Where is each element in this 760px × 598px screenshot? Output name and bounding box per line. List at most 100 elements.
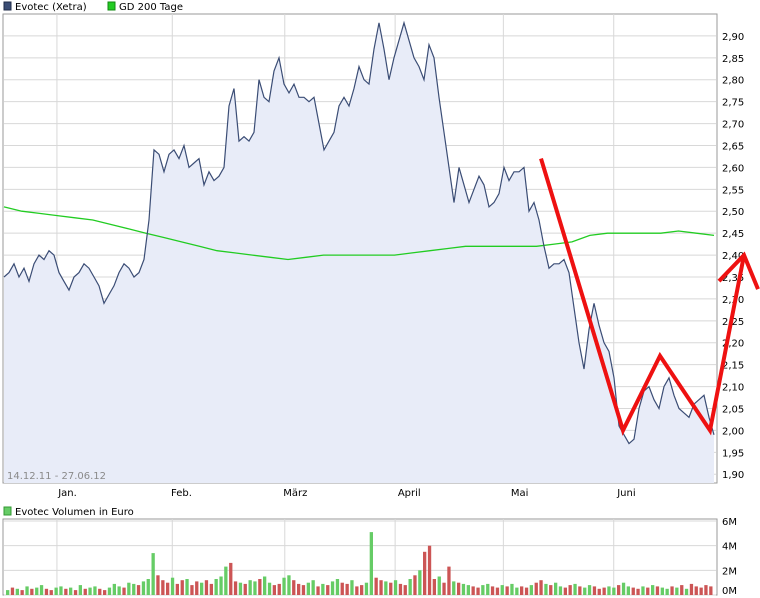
- volume-bar: [98, 588, 102, 595]
- volume-bar: [515, 587, 519, 595]
- price-y-tick-label: 2,85: [722, 54, 744, 65]
- volume-bar: [466, 585, 470, 595]
- volume-bar: [636, 588, 640, 595]
- volume-bar: [209, 583, 213, 595]
- volume-plot-frame: [2, 518, 718, 596]
- legend-label-volume: Evotec Volumen in Euro: [15, 507, 134, 518]
- volume-y-tick-label: 6M: [722, 517, 737, 528]
- volume-bar: [641, 586, 645, 595]
- volume-bar: [423, 551, 427, 595]
- volume-bar: [554, 582, 558, 595]
- volume-bar: [112, 583, 116, 595]
- volume-bar: [146, 579, 150, 595]
- volume-bar: [524, 587, 529, 595]
- volume-bar: [684, 588, 689, 595]
- volume-bars: [6, 532, 713, 595]
- volume-bar: [617, 585, 621, 595]
- volume-bar: [233, 581, 238, 595]
- volume-bar: [631, 587, 635, 595]
- volume-bar: [481, 585, 485, 595]
- volume-bar: [156, 575, 160, 595]
- volume-bar: [360, 585, 364, 595]
- volume-bar: [170, 577, 175, 595]
- volume-bar: [389, 582, 393, 595]
- red-arrow-head: [717, 251, 760, 290]
- volume-bar: [335, 579, 340, 595]
- price-y-tick-label: 2,45: [722, 229, 744, 240]
- price-x-tick-label: Feb.: [171, 488, 192, 499]
- legend-label-ma200: GD 200 Tage: [119, 2, 183, 13]
- volume-bar: [238, 582, 243, 595]
- price-plot-area: 1,90 1,95 2,00 2,05 2,10 2,15 2,20 2,25 2,30 2,35…: [2, 13, 760, 499]
- volume-bar: [437, 576, 441, 595]
- volume-bar: [214, 579, 218, 595]
- volume-bar: [127, 582, 131, 595]
- legend-swatch-evotec: [3, 1, 12, 11]
- volume-bar: [699, 587, 703, 595]
- price-y-tick-label: 2,75: [722, 98, 744, 109]
- volume-bar: [272, 585, 276, 595]
- volume-bar: [384, 581, 388, 595]
- price-y-tick-label: 2,00: [722, 426, 744, 437]
- volume-bar: [355, 586, 359, 595]
- volume-bar: [151, 553, 155, 595]
- volume-bar: [680, 585, 684, 595]
- volume-bar: [704, 585, 708, 595]
- volume-bar: [486, 583, 490, 595]
- price-y-tick-label: 2,05: [722, 404, 744, 415]
- volume-bar: [190, 585, 194, 595]
- legend-label-evotec: Evotec (Xetra): [15, 2, 87, 13]
- volume-bar: [597, 588, 601, 595]
- volume-bar: [20, 590, 24, 595]
- price-y-axis: 1,90 1,95 2,00 2,05 2,10 2,15 2,20 2,25 2,30 2,35…: [722, 32, 744, 481]
- volume-bar: [54, 587, 58, 595]
- legend-swatch-volume: [3, 506, 12, 516]
- price-y-tick-label: 2,90: [722, 32, 744, 43]
- volume-bar: [282, 577, 286, 595]
- price-y-tick-label: 2,60: [722, 163, 744, 174]
- volume-bar: [301, 585, 306, 595]
- volume-bar: [253, 581, 257, 595]
- volume-bar: [549, 585, 553, 595]
- volume-bar: [694, 586, 698, 595]
- ma200-line: [3, 206, 715, 261]
- volume-bar: [520, 586, 524, 595]
- volume-bar: [39, 585, 44, 595]
- volume-bar: [660, 587, 664, 595]
- volume-bar: [311, 580, 315, 595]
- volume-bar: [665, 588, 669, 595]
- volume-bar: [78, 585, 82, 595]
- volume-bar: [578, 586, 582, 595]
- red-arrow-annotation: [539, 158, 746, 436]
- volume-bar: [447, 566, 451, 595]
- volume-bar: [122, 587, 126, 595]
- volume-y-tick-label: 2M: [722, 566, 737, 577]
- volume-y-tick-label: 4M: [722, 542, 737, 553]
- volume-bar: [626, 586, 630, 595]
- volume-bar: [83, 588, 87, 595]
- volume-bar: [461, 583, 466, 595]
- price-y-tick-label: 2,35: [722, 273, 744, 284]
- volume-bar: [452, 581, 456, 595]
- volume-bar: [345, 583, 349, 595]
- volume-bar: [88, 587, 92, 595]
- price-area-fill: [4, 22, 714, 484]
- price-y-tick-label: 2,80: [722, 76, 744, 87]
- volume-bar: [621, 582, 626, 595]
- volume-bar: [35, 587, 39, 595]
- volume-bar: [510, 583, 514, 595]
- price-legend: Evotec (Xetra) GD 200 Tage: [3, 1, 183, 13]
- volume-bar: [321, 583, 325, 595]
- volume-bar: [107, 587, 112, 595]
- volume-bar: [15, 588, 19, 595]
- volume-bar: [44, 588, 49, 595]
- volume-bar: [500, 585, 504, 595]
- volume-bar: [243, 583, 247, 595]
- date-range-label: 14.12.11 - 27.06.12: [7, 471, 106, 482]
- price-x-axis: Jan. Feb. März April Mai Juni: [57, 488, 635, 499]
- volume-bar: [675, 587, 679, 595]
- volume-bar: [161, 580, 165, 595]
- volume-bar: [195, 581, 199, 595]
- volume-bar: [646, 587, 650, 595]
- price-y-tick-label: 2,20: [722, 339, 744, 350]
